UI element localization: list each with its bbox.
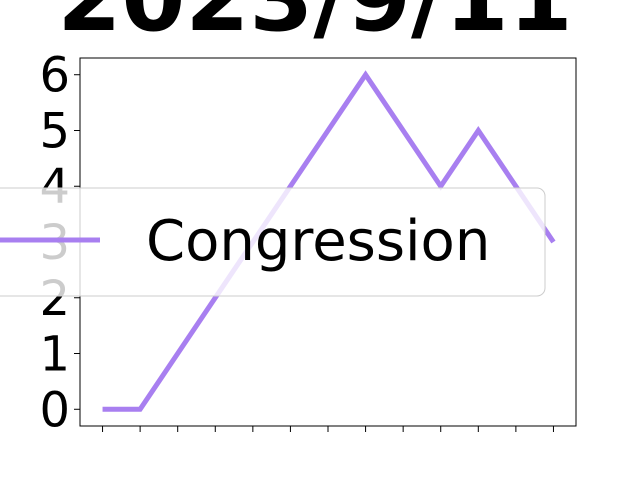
- y-tick-label: 0: [39, 382, 70, 438]
- y-tick-label: 5: [39, 103, 70, 159]
- line: [102, 70, 556, 412]
- y-tick-label: 6: [39, 48, 70, 104]
- chart-title: 2023/9/11: [57, 0, 572, 52]
- legend-box: [0, 187, 546, 297]
- y-tick-label: 1: [39, 327, 70, 383]
- legend: Congression: [0, 187, 546, 297]
- legend-label: Congression: [146, 209, 490, 274]
